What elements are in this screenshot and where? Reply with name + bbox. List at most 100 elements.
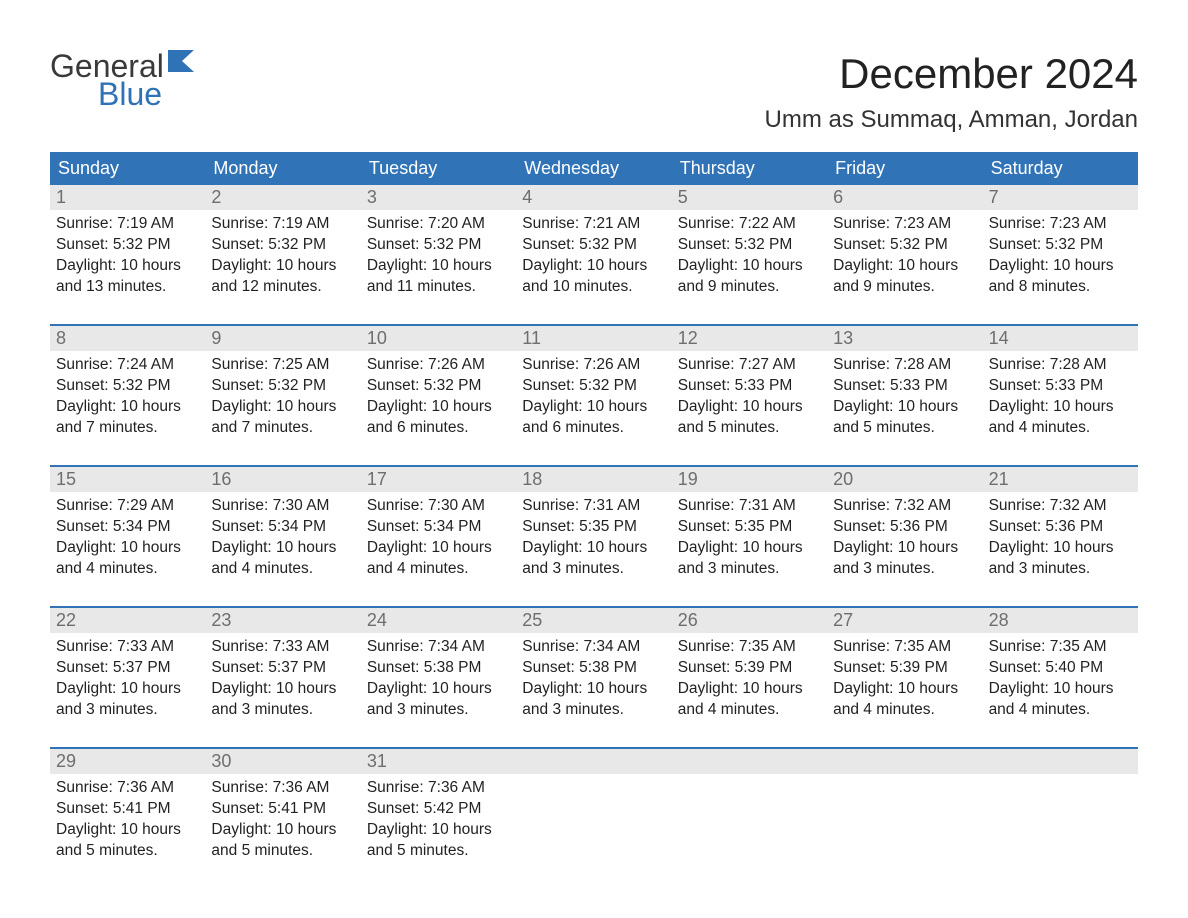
daylight-line2: and 6 minutes. — [522, 418, 665, 439]
daynum-row: 22232425262728 — [50, 608, 1138, 633]
sunset-text: Sunset: 5:32 PM — [367, 235, 510, 256]
daylight-line1: Daylight: 10 hours — [989, 538, 1132, 559]
daylight-line1: Daylight: 10 hours — [56, 820, 199, 841]
daylight-line2: and 11 minutes. — [367, 277, 510, 298]
dow-row: Sunday Monday Tuesday Wednesday Thursday… — [50, 152, 1138, 185]
daylight-line2: and 3 minutes. — [678, 559, 821, 580]
day-cell — [672, 774, 827, 870]
day-cell: Sunrise: 7:28 AMSunset: 5:33 PMDaylight:… — [983, 351, 1138, 447]
daylight-line1: Daylight: 10 hours — [211, 538, 354, 559]
sunrise-text: Sunrise: 7:26 AM — [367, 355, 510, 376]
sunset-text: Sunset: 5:32 PM — [367, 376, 510, 397]
daylight-line2: and 4 minutes. — [211, 559, 354, 580]
sunrise-text: Sunrise: 7:26 AM — [522, 355, 665, 376]
daylight-line1: Daylight: 10 hours — [833, 397, 976, 418]
sunrise-text: Sunrise: 7:35 AM — [833, 637, 976, 658]
calendar: Sunday Monday Tuesday Wednesday Thursday… — [50, 152, 1138, 870]
sunrise-text: Sunrise: 7:34 AM — [522, 637, 665, 658]
sunrise-text: Sunrise: 7:32 AM — [833, 496, 976, 517]
week-row: 891011121314Sunrise: 7:24 AMSunset: 5:32… — [50, 324, 1138, 447]
page: General Blue December 2024 Umm as Summaq… — [0, 0, 1188, 890]
title-block: December 2024 Umm as Summaq, Amman, Jord… — [765, 50, 1138, 134]
day-number — [672, 749, 827, 774]
day-number: 22 — [50, 608, 205, 633]
sunrise-text: Sunrise: 7:27 AM — [678, 355, 821, 376]
daylight-line2: and 12 minutes. — [211, 277, 354, 298]
day-number: 10 — [361, 326, 516, 351]
daylight-line2: and 4 minutes. — [367, 559, 510, 580]
week-row: 293031Sunrise: 7:36 AMSunset: 5:41 PMDay… — [50, 747, 1138, 870]
daylight-line1: Daylight: 10 hours — [522, 397, 665, 418]
sunrise-text: Sunrise: 7:32 AM — [989, 496, 1132, 517]
day-cell: Sunrise: 7:34 AMSunset: 5:38 PMDaylight:… — [361, 633, 516, 729]
daylight-line2: and 13 minutes. — [56, 277, 199, 298]
dow-tuesday: Tuesday — [361, 152, 516, 185]
sunrise-text: Sunrise: 7:22 AM — [678, 214, 821, 235]
day-number — [516, 749, 671, 774]
sunset-text: Sunset: 5:34 PM — [56, 517, 199, 538]
day-cell — [827, 774, 982, 870]
sunset-text: Sunset: 5:32 PM — [522, 376, 665, 397]
day-cell: Sunrise: 7:34 AMSunset: 5:38 PMDaylight:… — [516, 633, 671, 729]
day-cell: Sunrise: 7:32 AMSunset: 5:36 PMDaylight:… — [983, 492, 1138, 588]
day-number: 24 — [361, 608, 516, 633]
day-number: 8 — [50, 326, 205, 351]
day-cell: Sunrise: 7:30 AMSunset: 5:34 PMDaylight:… — [361, 492, 516, 588]
daylight-line1: Daylight: 10 hours — [989, 256, 1132, 277]
day-cell: Sunrise: 7:28 AMSunset: 5:33 PMDaylight:… — [827, 351, 982, 447]
day-cell: Sunrise: 7:19 AMSunset: 5:32 PMDaylight:… — [205, 210, 360, 306]
daylight-line1: Daylight: 10 hours — [211, 820, 354, 841]
day-cell: Sunrise: 7:36 AMSunset: 5:41 PMDaylight:… — [205, 774, 360, 870]
sunrise-text: Sunrise: 7:36 AM — [56, 778, 199, 799]
daylight-line1: Daylight: 10 hours — [56, 538, 199, 559]
daylight-line2: and 5 minutes. — [367, 841, 510, 862]
sunset-text: Sunset: 5:40 PM — [989, 658, 1132, 679]
daylight-line2: and 7 minutes. — [211, 418, 354, 439]
flag-icon — [168, 50, 202, 76]
daylight-line1: Daylight: 10 hours — [833, 256, 976, 277]
sunset-text: Sunset: 5:32 PM — [678, 235, 821, 256]
day-cell: Sunrise: 7:35 AMSunset: 5:40 PMDaylight:… — [983, 633, 1138, 729]
sunrise-text: Sunrise: 7:36 AM — [367, 778, 510, 799]
daylight-line2: and 7 minutes. — [56, 418, 199, 439]
day-cell: Sunrise: 7:31 AMSunset: 5:35 PMDaylight:… — [516, 492, 671, 588]
sunset-text: Sunset: 5:38 PM — [522, 658, 665, 679]
sunset-text: Sunset: 5:35 PM — [678, 517, 821, 538]
day-number: 12 — [672, 326, 827, 351]
sunset-text: Sunset: 5:36 PM — [833, 517, 976, 538]
daynum-row: 293031 — [50, 749, 1138, 774]
daylight-line2: and 4 minutes. — [56, 559, 199, 580]
day-cell: Sunrise: 7:32 AMSunset: 5:36 PMDaylight:… — [827, 492, 982, 588]
daylight-line1: Daylight: 10 hours — [56, 397, 199, 418]
sunset-text: Sunset: 5:33 PM — [678, 376, 821, 397]
daylight-line2: and 3 minutes. — [367, 700, 510, 721]
day-cell: Sunrise: 7:26 AMSunset: 5:32 PMDaylight:… — [516, 351, 671, 447]
sunrise-text: Sunrise: 7:29 AM — [56, 496, 199, 517]
day-cell: Sunrise: 7:20 AMSunset: 5:32 PMDaylight:… — [361, 210, 516, 306]
day-number: 16 — [205, 467, 360, 492]
sunrise-text: Sunrise: 7:20 AM — [367, 214, 510, 235]
day-number: 4 — [516, 185, 671, 210]
daylight-line1: Daylight: 10 hours — [833, 538, 976, 559]
logo-word2: Blue — [50, 78, 162, 110]
sunset-text: Sunset: 5:32 PM — [56, 235, 199, 256]
daylight-line1: Daylight: 10 hours — [678, 397, 821, 418]
daylight-line1: Daylight: 10 hours — [522, 679, 665, 700]
daylight-line1: Daylight: 10 hours — [211, 397, 354, 418]
daylight-line2: and 3 minutes. — [522, 700, 665, 721]
sunrise-text: Sunrise: 7:28 AM — [833, 355, 976, 376]
dow-monday: Monday — [205, 152, 360, 185]
daylight-line1: Daylight: 10 hours — [367, 538, 510, 559]
daylight-line1: Daylight: 10 hours — [367, 820, 510, 841]
day-number: 14 — [983, 326, 1138, 351]
daylight-line1: Daylight: 10 hours — [989, 679, 1132, 700]
week-row: 15161718192021Sunrise: 7:29 AMSunset: 5:… — [50, 465, 1138, 588]
day-number: 19 — [672, 467, 827, 492]
day-cell: Sunrise: 7:36 AMSunset: 5:41 PMDaylight:… — [50, 774, 205, 870]
sunrise-text: Sunrise: 7:33 AM — [211, 637, 354, 658]
sunrise-text: Sunrise: 7:24 AM — [56, 355, 199, 376]
day-number — [827, 749, 982, 774]
day-cell: Sunrise: 7:26 AMSunset: 5:32 PMDaylight:… — [361, 351, 516, 447]
sunset-text: Sunset: 5:35 PM — [522, 517, 665, 538]
sunset-text: Sunset: 5:33 PM — [833, 376, 976, 397]
